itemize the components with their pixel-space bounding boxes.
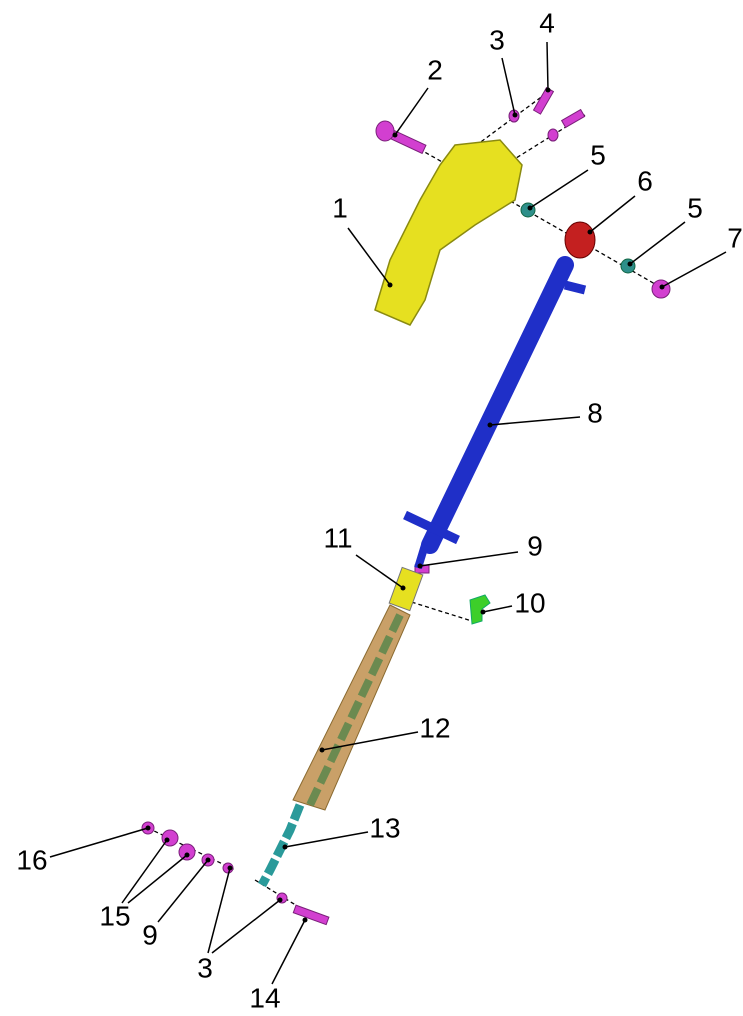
leader-line [546, 41, 549, 91]
axis-line [469, 91, 549, 151]
leader-dot [205, 857, 211, 863]
leader-dot [392, 132, 398, 138]
leader-dot [302, 917, 308, 923]
leader-line [49, 827, 149, 858]
leader-line [157, 859, 209, 923]
cylinder [421, 256, 574, 554]
callout-label: 4 [539, 7, 555, 38]
port [403, 510, 460, 545]
callout-label: 10 [514, 587, 545, 618]
leader-dot [587, 229, 593, 235]
leader-dot [227, 865, 233, 871]
bracket [374, 139, 523, 326]
callout-label: 16 [16, 844, 47, 875]
exploded-assembly [141, 86, 671, 926]
leader-line [284, 831, 369, 848]
callout-label: 11 [323, 522, 352, 553]
leader-line [121, 839, 168, 904]
leader-line [394, 87, 429, 136]
bolt [292, 904, 330, 926]
leader-line [482, 605, 513, 613]
bolt-head [375, 120, 395, 142]
leader-dot [387, 282, 393, 288]
callout-label: 3 [197, 952, 213, 983]
washer [178, 843, 196, 861]
leader-dot [527, 205, 533, 211]
callout-label: 1 [332, 192, 348, 223]
callout-label: 5 [687, 192, 703, 223]
callout-label: 3 [489, 24, 505, 55]
leader-dot [277, 897, 283, 903]
leader-dot [282, 844, 288, 850]
leader-dot [627, 261, 633, 267]
pin [469, 594, 491, 625]
spacer [520, 202, 536, 218]
axis-line [404, 599, 476, 623]
leader-line [589, 195, 636, 233]
sleeve [292, 604, 411, 811]
bolt [560, 108, 586, 129]
leader-line [355, 554, 404, 589]
leader-dot [145, 825, 151, 831]
leader-line [347, 227, 391, 286]
callout-label: 15 [99, 900, 130, 931]
washer [547, 128, 559, 142]
leader-dot [319, 747, 325, 753]
leader-dot [659, 284, 665, 290]
port [563, 280, 587, 295]
leader-dot [184, 852, 190, 858]
callout-label: 6 [637, 165, 653, 196]
callout-label: 8 [587, 397, 603, 428]
leader-dot [512, 112, 518, 118]
clevis [388, 566, 424, 612]
callout-label: 7 [727, 222, 743, 253]
callout-label: 9 [142, 919, 158, 950]
leader-dot [164, 837, 170, 843]
callout-label: 2 [427, 54, 443, 85]
leader-line [127, 854, 188, 904]
leader-line [419, 551, 519, 567]
callout-label: 12 [419, 712, 450, 743]
leader-dot [417, 563, 423, 569]
callout-label: 9 [527, 530, 543, 561]
leader-line [271, 919, 306, 985]
leader-dot [545, 87, 551, 93]
callout-label: 13 [369, 812, 400, 843]
callout-label: 14 [249, 982, 280, 1013]
leader-line [629, 221, 686, 265]
leader-dot [487, 422, 493, 428]
leader-line [321, 731, 419, 751]
chain-inner [306, 613, 404, 807]
bolt [532, 86, 555, 115]
callout-label: 5 [590, 139, 606, 170]
eye-end [564, 221, 596, 259]
leader-dot [400, 585, 406, 591]
leader-dot [480, 609, 486, 615]
leader-line [211, 899, 281, 954]
leader-line [501, 57, 516, 116]
leader-line [661, 251, 727, 288]
chain [258, 803, 305, 888]
axis-line [394, 134, 663, 289]
leader-line [489, 416, 581, 426]
leader-line [529, 169, 589, 209]
leader-line [207, 867, 231, 954]
